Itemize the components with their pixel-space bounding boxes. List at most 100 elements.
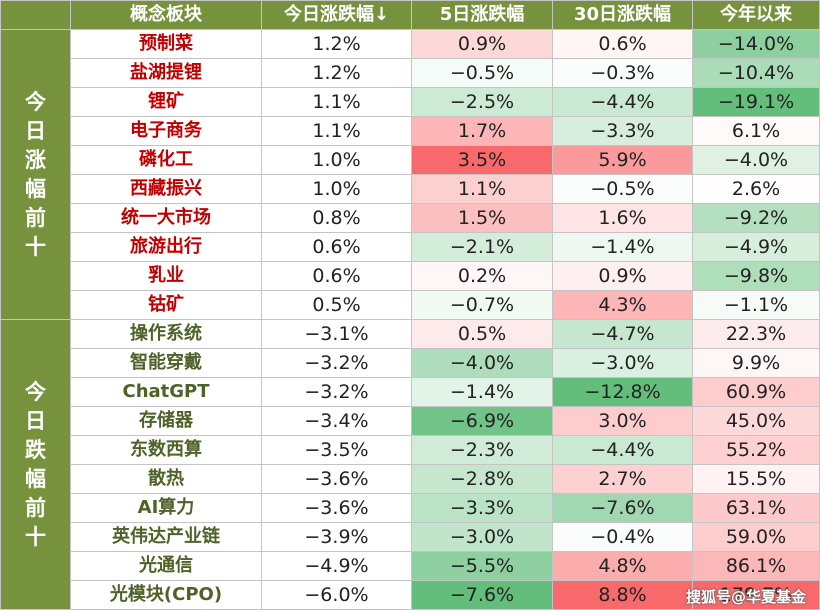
cell-ytd-change: 59.0% xyxy=(692,522,820,552)
table-row: 散热 −3.6% −2.8% 2.7% 15.5% xyxy=(1,464,820,494)
cell-today-change: −6.0% xyxy=(261,580,412,610)
cell-5d-change: −2.1% xyxy=(411,232,553,262)
sector-name: 英伟达产业链 xyxy=(70,522,262,552)
sector-name: AI算力 xyxy=(70,493,262,523)
group-label-down: 今日跌幅前十 xyxy=(0,319,71,610)
table-row: 光通信 −4.9% −5.5% 4.8% 86.1% xyxy=(1,551,820,581)
cell-today-change: 1.1% xyxy=(261,116,412,146)
cell-30d-change: −0.5% xyxy=(552,174,693,204)
cell-30d-change: 3.0% xyxy=(552,406,693,436)
sector-name: 东数西算 xyxy=(70,435,262,465)
cell-30d-change: −0.4% xyxy=(552,522,693,552)
cell-today-change: 0.5% xyxy=(261,290,412,320)
sector-name: 盐湖提锂 xyxy=(70,58,262,88)
sector-name: 电子商务 xyxy=(70,116,262,146)
cell-ytd-change: 22.3% xyxy=(692,319,820,349)
cell-30d-change: 4.3% xyxy=(552,290,693,320)
cell-ytd-change: 179.7% xyxy=(692,580,820,610)
cell-5d-change: −2.5% xyxy=(411,87,553,117)
cell-today-change: −3.1% xyxy=(261,319,412,349)
cell-ytd-change: 9.9% xyxy=(692,348,820,378)
header-5d-change: 5日涨跌幅 xyxy=(411,0,553,30)
sector-name: 存储器 xyxy=(70,406,262,436)
group-label-text: 今日跌幅前十 xyxy=(25,379,46,549)
cell-30d-change: −12.8% xyxy=(552,377,693,407)
cell-today-change: 0.8% xyxy=(261,203,412,233)
sector-name: 光模块(CPO) xyxy=(70,580,262,610)
table-row: 旅游出行 0.6% −2.1% −1.4% −4.9% xyxy=(1,232,820,262)
table-row: 今日跌幅前十 操作系统 −3.1% 0.5% −4.7% 22.3% xyxy=(0,319,820,610)
cell-ytd-change: 2.6% xyxy=(692,174,820,204)
cell-ytd-change: 86.1% xyxy=(692,551,820,581)
table-row: 锂矿 1.1% −2.5% −4.4% −19.1% xyxy=(1,87,820,117)
table-row: 光模块(CPO) −6.0% −7.6% 8.8% 179.7% xyxy=(1,580,820,610)
sector-name: 旅游出行 xyxy=(70,232,262,262)
cell-30d-change: 0.9% xyxy=(552,261,693,291)
header-corner xyxy=(0,0,71,30)
cell-30d-change: −1.4% xyxy=(552,232,693,262)
table-row: 存储器 −3.4% −6.9% 3.0% 45.0% xyxy=(1,406,820,436)
table-row: AI算力 −3.6% −3.3% −7.6% 63.1% xyxy=(1,493,820,523)
cell-today-change: 1.1% xyxy=(261,87,412,117)
header-sector: 概念板块 xyxy=(70,0,262,30)
table-row: 乳业 0.6% 0.2% 0.9% −9.8% xyxy=(1,261,820,291)
cell-5d-change: −1.4% xyxy=(411,377,553,407)
cell-ytd-change: −9.8% xyxy=(692,261,820,291)
cell-30d-change: 4.8% xyxy=(552,551,693,581)
cell-ytd-change: 15.5% xyxy=(692,464,820,494)
cell-today-change: 1.0% xyxy=(261,174,412,204)
table-row: 电子商务 1.1% 1.7% −3.3% 6.1% xyxy=(1,116,820,146)
cell-5d-change: 0.9% xyxy=(411,29,553,59)
cell-30d-change: 1.6% xyxy=(552,203,693,233)
cell-30d-change: −0.3% xyxy=(552,58,693,88)
cell-5d-change: −5.5% xyxy=(411,551,553,581)
cell-5d-change: −7.6% xyxy=(411,580,553,610)
sector-name: 操作系统 xyxy=(70,319,262,349)
cell-ytd-change: 60.9% xyxy=(692,377,820,407)
cell-5d-change: 1.7% xyxy=(411,116,553,146)
cell-5d-change: 3.5% xyxy=(411,145,553,175)
cell-ytd-change: −1.1% xyxy=(692,290,820,320)
table-row: 钴矿 0.5% −0.7% 4.3% −1.1% xyxy=(1,290,820,320)
cell-ytd-change: −10.4% xyxy=(692,58,820,88)
sector-name: 预制菜 xyxy=(70,29,262,59)
cell-today-change: −3.6% xyxy=(261,493,412,523)
cell-30d-change: −4.4% xyxy=(552,435,693,465)
header-30d-change: 30日涨跌幅 xyxy=(552,0,693,30)
cell-ytd-change: 45.0% xyxy=(692,406,820,436)
cell-today-change: 0.6% xyxy=(261,232,412,262)
cell-5d-change: 1.5% xyxy=(411,203,553,233)
cell-5d-change: −0.7% xyxy=(411,290,553,320)
cell-today-change: −3.2% xyxy=(261,348,412,378)
cell-5d-change: −2.8% xyxy=(411,464,553,494)
table-row: 东数西算 −3.5% −2.3% −4.4% 55.2% xyxy=(1,435,820,465)
sector-name: 钴矿 xyxy=(70,290,262,320)
header-today-change: 今日涨跌幅↓ xyxy=(261,0,412,30)
sector-name: 西藏振兴 xyxy=(70,174,262,204)
cell-ytd-change: −19.1% xyxy=(692,87,820,117)
table-row: ChatGPT −3.2% −1.4% −12.8% 60.9% xyxy=(1,377,820,407)
cell-5d-change: −2.3% xyxy=(411,435,553,465)
table-row: 今日涨幅前十 预制菜 1.2% 0.9% 0.6% −14.0% xyxy=(0,29,820,320)
sector-name: 锂矿 xyxy=(70,87,262,117)
group-label-up: 今日涨幅前十 xyxy=(0,29,71,320)
cell-today-change: 0.6% xyxy=(261,261,412,291)
cell-today-change: −4.9% xyxy=(261,551,412,581)
table-row: 西藏振兴 1.0% 1.1% −0.5% 2.6% xyxy=(1,174,820,204)
table-row: 智能穿戴 −3.2% −4.0% −3.0% 9.9% xyxy=(1,348,820,378)
cell-today-change: −3.9% xyxy=(261,522,412,552)
header-row: 概念板块 今日涨跌幅↓ 5日涨跌幅 30日涨跌幅 今年以来 xyxy=(0,0,820,30)
cell-5d-change: 0.5% xyxy=(411,319,553,349)
cell-30d-change: −7.6% xyxy=(552,493,693,523)
cell-today-change: 1.0% xyxy=(261,145,412,175)
sector-name: 光通信 xyxy=(70,551,262,581)
cell-ytd-change: −4.0% xyxy=(692,145,820,175)
table-row: 统一大市场 0.8% 1.5% 1.6% −9.2% xyxy=(1,203,820,233)
cell-today-change: −3.2% xyxy=(261,377,412,407)
cell-5d-change: −6.9% xyxy=(411,406,553,436)
cell-5d-change: −0.5% xyxy=(411,58,553,88)
table-row: 盐湖提锂 1.2% −0.5% −0.3% −10.4% xyxy=(1,58,820,88)
cell-30d-change: −3.3% xyxy=(552,116,693,146)
cell-today-change: 1.2% xyxy=(261,58,412,88)
